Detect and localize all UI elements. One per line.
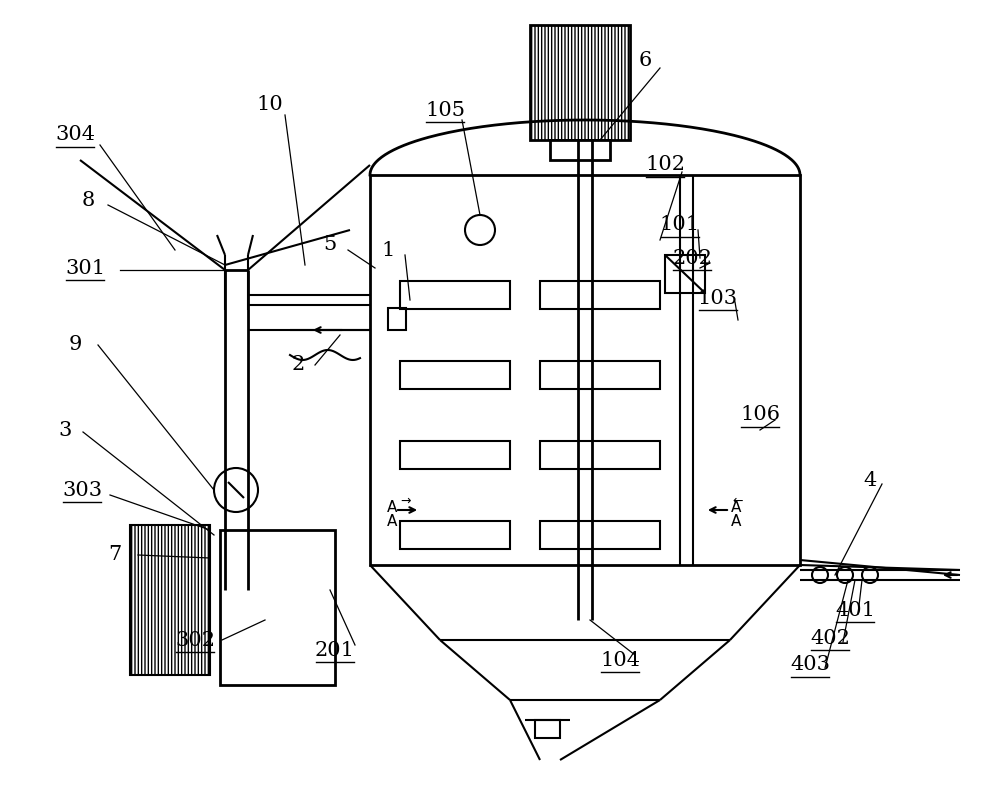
Text: 105: 105 (425, 100, 465, 119)
Text: 2: 2 (291, 356, 305, 374)
Bar (540, 441, 660, 469)
Text: 7: 7 (108, 546, 122, 565)
Text: 402: 402 (810, 629, 850, 648)
Text: 5: 5 (323, 235, 337, 254)
Bar (400, 361, 510, 389)
Bar (220, 530, 335, 685)
Bar (400, 521, 510, 549)
Text: 3: 3 (58, 420, 72, 439)
Bar (540, 281, 660, 309)
Text: 303: 303 (62, 480, 102, 499)
Text: A: A (387, 514, 397, 529)
Bar (550, 140, 610, 160)
Bar (370, 175, 800, 565)
Text: 8: 8 (81, 190, 95, 209)
Text: 103: 103 (698, 288, 738, 307)
Bar (400, 281, 510, 309)
Text: 9: 9 (68, 336, 82, 355)
Bar (388, 308, 406, 330)
Bar (130, 525, 210, 675)
Text: 6: 6 (638, 51, 652, 70)
Text: 201: 201 (315, 641, 355, 660)
Bar (540, 521, 660, 549)
Text: 202: 202 (672, 249, 712, 268)
Text: 1: 1 (381, 240, 395, 259)
Bar (400, 441, 510, 469)
Text: 106: 106 (740, 405, 780, 424)
Text: A: A (731, 501, 741, 516)
Bar (665, 255, 705, 293)
Text: 10: 10 (257, 96, 283, 115)
Text: 403: 403 (790, 656, 830, 675)
Text: $\rightarrow$: $\rightarrow$ (398, 494, 412, 506)
Text: 301: 301 (65, 258, 105, 277)
Text: 401: 401 (835, 600, 875, 619)
Text: $\leftarrow$: $\leftarrow$ (730, 494, 744, 506)
Text: 4: 4 (863, 471, 877, 490)
Bar (530, 25, 630, 140)
Text: 101: 101 (660, 216, 700, 235)
Text: 104: 104 (600, 650, 640, 669)
Text: A: A (387, 501, 397, 516)
Text: 302: 302 (175, 630, 215, 649)
Text: 102: 102 (645, 156, 685, 175)
Bar (535, 720, 560, 738)
Bar (540, 361, 660, 389)
Text: 304: 304 (55, 126, 95, 145)
Text: A: A (731, 514, 741, 529)
